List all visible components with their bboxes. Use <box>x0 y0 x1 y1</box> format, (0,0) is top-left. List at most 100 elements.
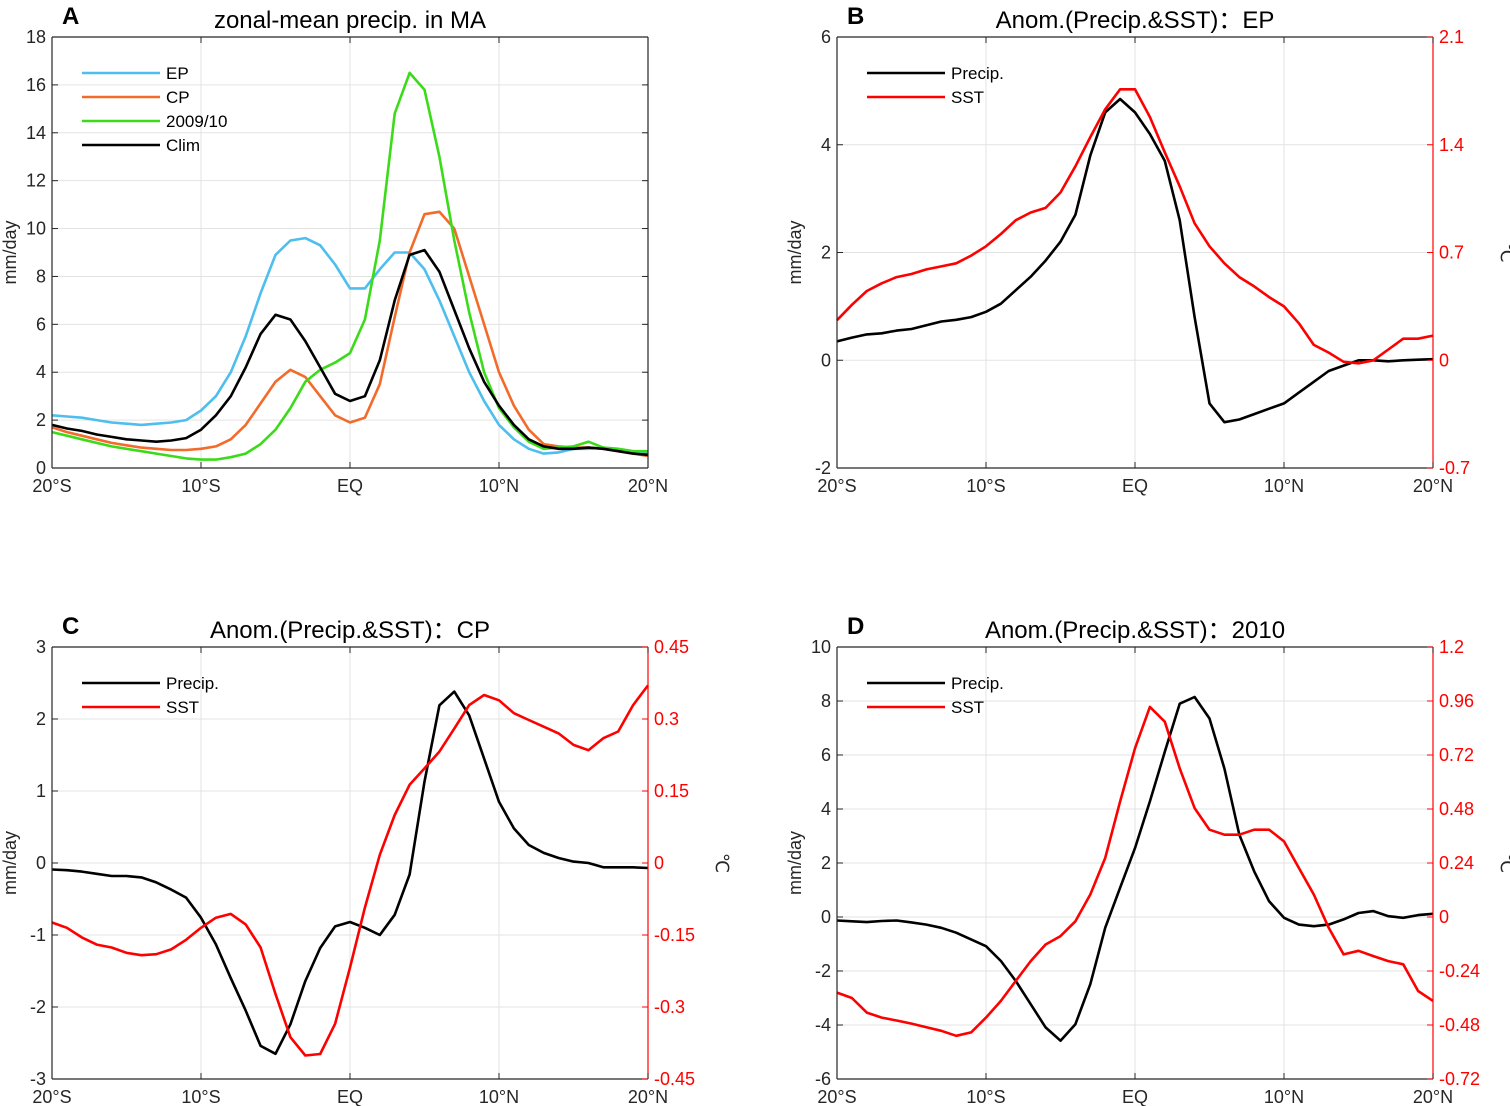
legend-label: SST <box>951 698 984 717</box>
series-line-sst <box>836 88 1434 365</box>
y-tick-label: 14 <box>26 123 46 143</box>
y-tick-label: 2 <box>36 709 46 729</box>
legend: Precip. SST <box>867 64 1004 107</box>
y-tick-label: -6 <box>815 1069 831 1089</box>
y-right-tick-label: 0.96 <box>1439 691 1474 711</box>
series-line-precip- <box>51 690 649 1056</box>
legend-label: SST <box>951 88 984 107</box>
chart-panel-a: 20°S 10°S EQ 10°N 20°N 0 2 4 6 8 10 12 14 16 18 mm/day z… <box>0 3 668 496</box>
y-right-axis-label: ℃ <box>712 853 732 873</box>
x-tick-label: 10°S <box>966 476 1005 496</box>
y-right-tick-label: 0.3 <box>654 709 679 729</box>
x-tick-label: EQ <box>337 1087 363 1106</box>
x-tick-label: 20°S <box>32 1087 71 1106</box>
series-line-sst <box>51 684 650 1057</box>
y-tick-label: 0 <box>36 853 46 873</box>
series-line-cp <box>51 210 649 458</box>
series-line-clim <box>51 248 649 457</box>
y-axis-label: mm/day <box>785 831 805 895</box>
legend-label: Precip. <box>166 674 219 693</box>
y-tick-label: 10 <box>26 219 46 239</box>
legend-label: CP <box>166 88 190 107</box>
chart-title: Anom.(Precip.&SST)：CP <box>210 617 490 644</box>
y-right-tick-label: 0.72 <box>1439 745 1474 765</box>
y-tick-label: 0 <box>36 458 46 478</box>
y-tick-label: -1 <box>30 925 46 945</box>
y-tick-label: -2 <box>815 961 831 981</box>
series-line-sst <box>836 705 1434 1038</box>
y-tick-label: 0 <box>821 350 831 370</box>
panel-letter: D <box>847 613 864 640</box>
y-tick-label: 2 <box>821 853 831 873</box>
x-tick-label: 10°S <box>966 1087 1005 1106</box>
y-tick-label: 8 <box>36 266 46 286</box>
legend-label: Clim <box>166 136 200 155</box>
y-right-tick-label: 0.45 <box>654 637 689 657</box>
y-tick-label: 4 <box>821 799 831 819</box>
series-line-ep <box>51 236 649 455</box>
chart-title: Anom.(Precip.&SST)：2010 <box>985 617 1285 644</box>
y-tick-label: -2 <box>815 458 831 478</box>
chart-panel-d: 20°S 10°S EQ 10°N 20°N -6 -4 -2 0 2 4 6 8 10 -0.72 -0.4… <box>785 613 1510 1106</box>
x-tick-label: 10°N <box>479 476 519 496</box>
y-axis-label: mm/day <box>785 220 805 284</box>
y-right-axis-label: ℃ <box>1497 853 1510 873</box>
y-right-tick-label: 1.4 <box>1439 135 1464 155</box>
legend: EP CP 2009/10 Clim <box>82 64 227 155</box>
x-tick-label: EQ <box>1122 476 1148 496</box>
y-right-tick-label: 0.7 <box>1439 243 1464 263</box>
chart-title: zonal-mean precip. in MA <box>214 7 486 34</box>
chart-panel-c: 20°S 10°S EQ 10°N 20°N -3 -2 -1 0 1 2 3 -0.45 -0.3 -0.… <box>0 613 732 1106</box>
y-tick-label: 4 <box>36 362 46 382</box>
y-right-tick-label: -0.45 <box>654 1069 695 1089</box>
series-line-precip- <box>836 695 1434 1042</box>
y-right-axis-label: ℃ <box>1497 242 1510 262</box>
y-right-tick-label: -0.15 <box>654 925 695 945</box>
y-tick-label: 1 <box>36 781 46 801</box>
y-tick-label: 8 <box>821 691 831 711</box>
y-tick-label: -4 <box>815 1015 831 1035</box>
legend-label: EP <box>166 64 189 83</box>
y-right-tick-label: 0.15 <box>654 781 689 801</box>
y-right-tick-label: -0.7 <box>1439 458 1470 478</box>
y-tick-label: 10 <box>811 637 831 657</box>
y-tick-label: 2 <box>821 243 831 263</box>
y-right-tick-label: -0.24 <box>1439 961 1480 981</box>
chart-title: Anom.(Precip.&SST)：EP <box>996 7 1275 34</box>
x-tick-label: 20°S <box>817 476 856 496</box>
y-tick-label: 12 <box>26 171 46 191</box>
y-right-tick-label: -0.3 <box>654 997 685 1017</box>
y-tick-label: 18 <box>26 27 46 47</box>
y-right-tick-label: -0.48 <box>1439 1015 1480 1035</box>
legend-label: Precip. <box>951 64 1004 83</box>
x-tick-label: 20°N <box>628 1087 668 1106</box>
x-tick-label: EQ <box>1122 1087 1148 1106</box>
x-tick-label: 20°S <box>817 1087 856 1106</box>
y-right-tick-label: 2.1 <box>1439 27 1464 47</box>
x-tick-label: 10°N <box>1264 476 1304 496</box>
y-right-tick-label: 0.24 <box>1439 853 1474 873</box>
y-right-tick-label: -0.72 <box>1439 1069 1480 1089</box>
y-tick-label: 6 <box>821 27 831 47</box>
y-axis-label: mm/day <box>0 220 20 284</box>
y-right-tick-label: 0 <box>654 853 664 873</box>
y-axis-label: mm/day <box>0 831 20 895</box>
x-tick-label: 20°N <box>1413 1087 1453 1106</box>
panel-letter: A <box>62 3 79 30</box>
y-tick-label: 6 <box>36 314 46 334</box>
legend-label: 2009/10 <box>166 112 227 131</box>
y-tick-label: 16 <box>26 75 46 95</box>
y-tick-label: 3 <box>36 637 46 657</box>
legend: Precip. SST <box>867 674 1004 717</box>
y-tick-label: 0 <box>821 907 831 927</box>
y-right-tick-label: 0 <box>1439 907 1449 927</box>
legend-label: SST <box>166 698 199 717</box>
x-tick-label: 20°N <box>1413 476 1453 496</box>
y-right-tick-label: 0 <box>1439 350 1449 370</box>
legend-label: Precip. <box>951 674 1004 693</box>
x-tick-label: 10°S <box>181 1087 220 1106</box>
y-tick-label: 4 <box>821 135 831 155</box>
x-tick-label: 10°N <box>479 1087 519 1106</box>
panel-letter: B <box>847 3 864 30</box>
